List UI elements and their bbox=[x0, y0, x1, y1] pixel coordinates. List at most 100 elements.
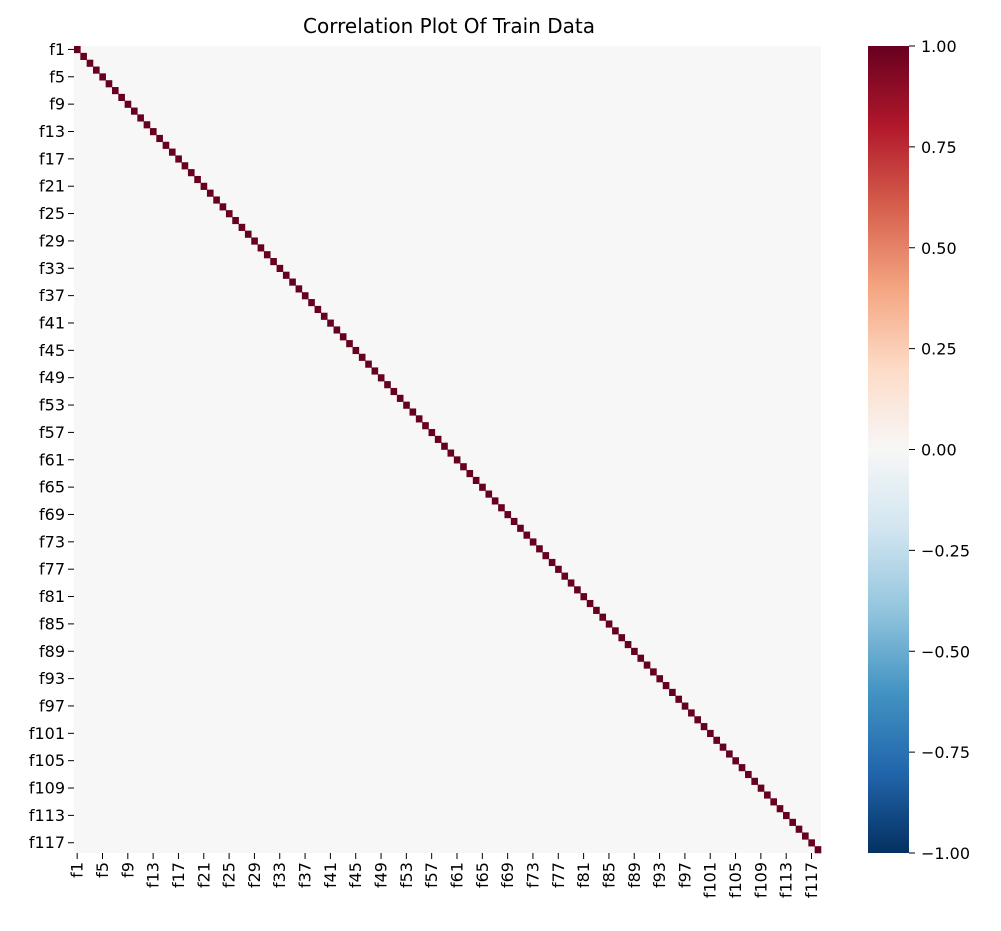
heatmap-cell-f38-f38 bbox=[308, 299, 315, 307]
y-tick-label: f53 bbox=[39, 396, 65, 415]
y-tick-label: f101 bbox=[29, 724, 65, 743]
heatmap-cell-f1-f1 bbox=[74, 46, 81, 54]
heatmap-cell-f112-f112 bbox=[776, 805, 784, 813]
x-tick-label: f97 bbox=[675, 862, 694, 888]
y-tick-label: f93 bbox=[39, 669, 65, 688]
heatmap-cell-f101-f101 bbox=[707, 729, 714, 738]
heatmap-cell-f13-f13 bbox=[149, 128, 157, 136]
heatmap-cell-f2-f2 bbox=[80, 52, 87, 60]
heatmap-cell-f65-f65 bbox=[479, 483, 486, 491]
colorbar-tick-label: 0.00 bbox=[921, 441, 957, 460]
x-tick-label: f5 bbox=[93, 862, 112, 878]
heatmap-cell-f99-f99 bbox=[694, 716, 702, 724]
y-tick-label: f37 bbox=[39, 286, 65, 305]
heatmap-cell-f15-f15 bbox=[162, 141, 170, 149]
x-tick-label: f85 bbox=[599, 862, 618, 888]
heatmap-cell-f55-f55 bbox=[415, 415, 423, 423]
y-tick-label: f89 bbox=[39, 642, 65, 661]
x-tick-label: f89 bbox=[625, 862, 644, 888]
heatmap-cell-f47-f47 bbox=[365, 360, 372, 368]
heatmap-cell-f7-f7 bbox=[111, 87, 119, 95]
heatmap-plot-area bbox=[74, 46, 822, 854]
heatmap-cell-f33-f33 bbox=[276, 264, 284, 272]
y-tick-label: f1 bbox=[49, 40, 65, 59]
heatmap-cell-f85-f85 bbox=[605, 620, 613, 628]
heatmap-cell-f6-f6 bbox=[105, 80, 113, 88]
y-tick-label: f61 bbox=[39, 450, 65, 469]
colorbar-tick-label: −0.75 bbox=[921, 743, 970, 762]
x-tick-label: f105 bbox=[726, 862, 745, 898]
heatmap-cell-f14-f14 bbox=[156, 134, 163, 143]
heatmap-cell-f70-f70 bbox=[510, 517, 518, 526]
x-tick-label: f1 bbox=[68, 862, 87, 878]
y-axis-ticks: f1 f5 f9 f13 f17 f21 f25 f29 f33 f37 f41 f45 f49 f53 f… bbox=[29, 40, 74, 852]
heatmap-cell-f59-f59 bbox=[441, 442, 448, 450]
x-tick-label: f101 bbox=[701, 862, 720, 898]
y-tick-label: f57 bbox=[39, 423, 65, 442]
y-tick-label: f113 bbox=[29, 806, 65, 825]
y-tick-label: f45 bbox=[39, 341, 65, 360]
colorbar-ticks: 1.00 0.75 0.50 0.25 0.00 −0.25 −0.50 −0.75 −1.00 bbox=[909, 37, 970, 863]
heatmap-cell-f72-f72 bbox=[523, 531, 531, 539]
x-tick-label: f45 bbox=[346, 862, 365, 888]
heatmap-cell-f113-f113 bbox=[783, 811, 790, 820]
heatmap-cell-f98-f98 bbox=[688, 709, 695, 717]
heatmap-cell-f78-f78 bbox=[561, 572, 569, 580]
colorbar-tick-label: 0.25 bbox=[921, 340, 957, 359]
x-tick-label: f33 bbox=[270, 862, 289, 888]
colorbar-tick-label: 0.50 bbox=[921, 239, 957, 258]
heatmap-cell-f75-f75 bbox=[542, 552, 550, 560]
heatmap-cell-f67-f67 bbox=[491, 497, 499, 505]
heatmap-cell-f94-f94 bbox=[662, 682, 670, 690]
x-tick-label: f73 bbox=[523, 862, 542, 888]
heatmap-cell-f86-f86 bbox=[612, 627, 619, 635]
heatmap-cell-f11-f11 bbox=[137, 114, 144, 122]
heatmap-cell-f48-f48 bbox=[371, 367, 379, 375]
heatmap-cell-f21-f21 bbox=[200, 182, 208, 190]
heatmap-cell-f23-f23 bbox=[213, 196, 220, 204]
heatmap-cell-f44-f44 bbox=[346, 340, 353, 348]
heatmap-cell-f63-f63 bbox=[466, 470, 474, 478]
heatmap-cell-f54-f54 bbox=[409, 408, 417, 416]
heatmap-cell-f29-f29 bbox=[251, 237, 258, 245]
heatmap-cell-f97-f97 bbox=[681, 702, 689, 710]
heatmap-cell-f3-f3 bbox=[86, 59, 94, 67]
heatmap-cell-f24-f24 bbox=[219, 203, 227, 211]
heatmap-cell-f10-f10 bbox=[130, 107, 138, 115]
heatmap-cell-f61-f61 bbox=[453, 456, 461, 464]
heatmap-cell-f50-f50 bbox=[384, 381, 391, 389]
x-tick-label: f17 bbox=[169, 862, 188, 888]
heatmap-cell-f66-f66 bbox=[485, 490, 493, 498]
y-tick-label: f117 bbox=[29, 833, 65, 852]
heatmap-cell-f19-f19 bbox=[187, 169, 195, 177]
heatmap-cell-f5-f5 bbox=[99, 73, 106, 81]
x-tick-label: f37 bbox=[296, 862, 315, 888]
x-tick-label: f29 bbox=[245, 862, 264, 888]
heatmap-cell-f28-f28 bbox=[244, 230, 252, 238]
y-tick-label: f77 bbox=[39, 560, 65, 579]
y-tick-label: f85 bbox=[39, 614, 65, 633]
heatmap-cell-f108-f108 bbox=[751, 777, 758, 785]
heatmap-cell-f51-f51 bbox=[390, 387, 398, 396]
heatmap-cell-f83-f83 bbox=[593, 606, 600, 614]
y-tick-label: f81 bbox=[39, 587, 65, 606]
x-tick-label: f117 bbox=[802, 862, 821, 898]
heatmap-cell-f74-f74 bbox=[536, 545, 543, 553]
heatmap-cell-f110-f110 bbox=[764, 791, 771, 799]
heatmap-cell-f62-f62 bbox=[460, 463, 467, 471]
x-tick-label: f81 bbox=[574, 862, 593, 888]
heatmap-cell-f117-f117 bbox=[808, 839, 815, 847]
x-axis-ticks: f1 f5 f9 f13 f17 f21 f25 f29 f33 f37 f41 f45 f49 f53 f… bbox=[68, 853, 821, 898]
x-tick-label: f9 bbox=[118, 862, 137, 878]
heatmap-cell-f91-f91 bbox=[643, 661, 651, 669]
y-tick-label: f9 bbox=[49, 95, 65, 114]
y-tick-label: f105 bbox=[29, 751, 65, 770]
heatmap-cell-f100-f100 bbox=[700, 723, 708, 731]
heatmap-cell-f79-f79 bbox=[567, 579, 575, 587]
y-tick-label: f5 bbox=[49, 67, 65, 86]
y-tick-label: f17 bbox=[39, 149, 65, 168]
colorbar-tick-label: 0.75 bbox=[921, 138, 957, 157]
heatmap-cell-f17-f17 bbox=[175, 155, 182, 163]
heatmap-cell-f60-f60 bbox=[447, 449, 455, 457]
heatmap-cell-f36-f36 bbox=[295, 285, 303, 293]
